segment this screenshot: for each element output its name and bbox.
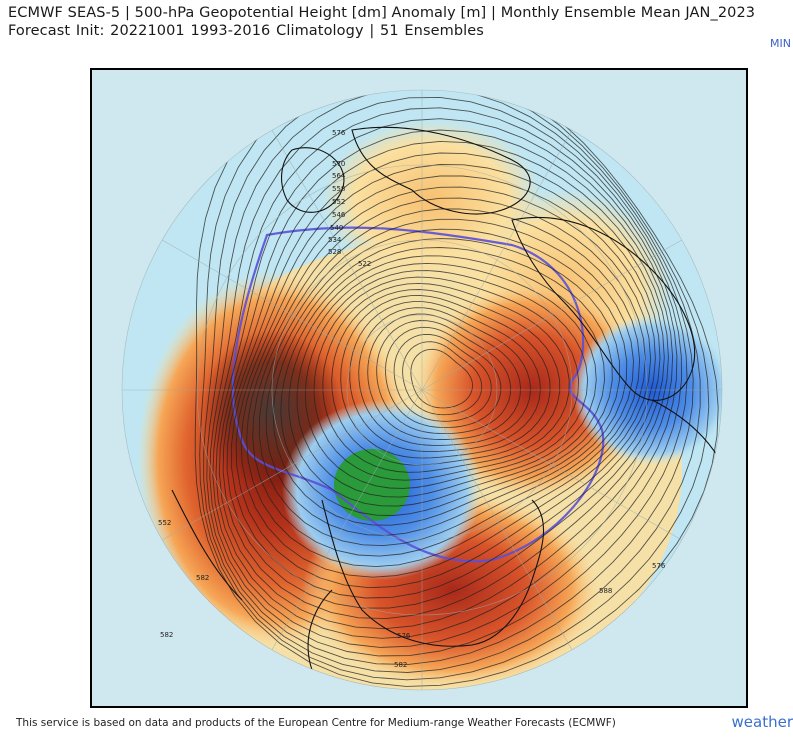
chart-title: ECMWF SEAS-5 | 500-hPa Geopotential Heig… (8, 5, 756, 21)
contour-label: 522 (358, 260, 371, 268)
contour-label: 570 (332, 160, 345, 168)
brand-link[interactable]: weather (731, 713, 793, 731)
polar-map: 576 570 564 558 552 546 540 534 528 522 576 582 588 5… (90, 68, 748, 708)
contour-line (252, 208, 641, 557)
chart-header: ECMWF SEAS-5 | 500-hPa Geopotential Heig… (8, 4, 793, 60)
geopotential-contours (194, 90, 719, 687)
contour-label: 552 (332, 198, 345, 206)
contour-line (199, 90, 710, 681)
meridian-line (421, 130, 573, 391)
contour-line (393, 333, 492, 422)
contour-label: 576 (652, 562, 666, 570)
credit-text: This service is based on data and produc… (16, 717, 616, 729)
contour-line (296, 262, 597, 498)
chart-subtitle: Forecast Init: 20221001 1993-2016 Climat… (8, 23, 484, 39)
contour-label: 540 (330, 224, 343, 232)
contour-line (226, 152, 665, 609)
contour-label: 534 (328, 236, 342, 244)
contour-line (288, 255, 606, 507)
meridian-line (162, 239, 423, 391)
contour-line (194, 90, 719, 687)
zero-anomaly-contour (231, 226, 605, 563)
meridian-line (421, 389, 682, 541)
meridian-line (162, 389, 423, 541)
contour-line (402, 341, 483, 416)
contour-line (231, 164, 661, 599)
contour-line (384, 326, 502, 429)
contour-label: 582 (394, 661, 407, 669)
contour-line (240, 186, 652, 578)
contour-label: 552 (158, 519, 171, 527)
contour-line (235, 175, 656, 589)
contour-line (367, 313, 522, 440)
contour-line (209, 96, 688, 657)
contour-line (304, 270, 589, 489)
contour-label: 564 (332, 172, 346, 180)
contour-label: 582 (160, 631, 173, 639)
contour-line (258, 218, 634, 547)
contour-line (313, 276, 580, 481)
contour-line (212, 107, 682, 648)
min-label[interactable]: MIN (770, 37, 791, 50)
contour-line (340, 295, 551, 459)
contour-line (215, 118, 678, 639)
contour-labels: 576 570 564 558 552 546 540 534 528 522 576 582 588 5… (158, 129, 666, 669)
contour-label: 558 (332, 185, 345, 193)
contour-label: 576 (332, 129, 346, 137)
contour-line (410, 348, 473, 409)
meridian-line (271, 389, 423, 650)
contour-line (376, 320, 512, 435)
contour-label: 576 (397, 632, 411, 640)
contour-label: 528 (328, 248, 341, 256)
contour-line (280, 247, 613, 516)
contour-line (322, 282, 570, 473)
contour-line (203, 90, 701, 673)
contour-line (218, 129, 674, 630)
contour-line (331, 289, 561, 466)
contour-line (206, 90, 694, 665)
meridian-line (421, 239, 682, 391)
contour-line (272, 238, 621, 526)
contour-label: 546 (332, 211, 346, 219)
contour-label: 588 (599, 587, 612, 595)
meridian-line (271, 130, 423, 391)
map-canvas: 576 570 564 558 552 546 540 534 528 522 576 582 588 5… (92, 70, 746, 706)
graticule (121, 89, 723, 691)
contour-label: 582 (196, 574, 209, 582)
contour-line (349, 301, 541, 453)
contour-line (358, 307, 531, 446)
contour-line (222, 140, 669, 620)
meridian-line (421, 389, 573, 650)
